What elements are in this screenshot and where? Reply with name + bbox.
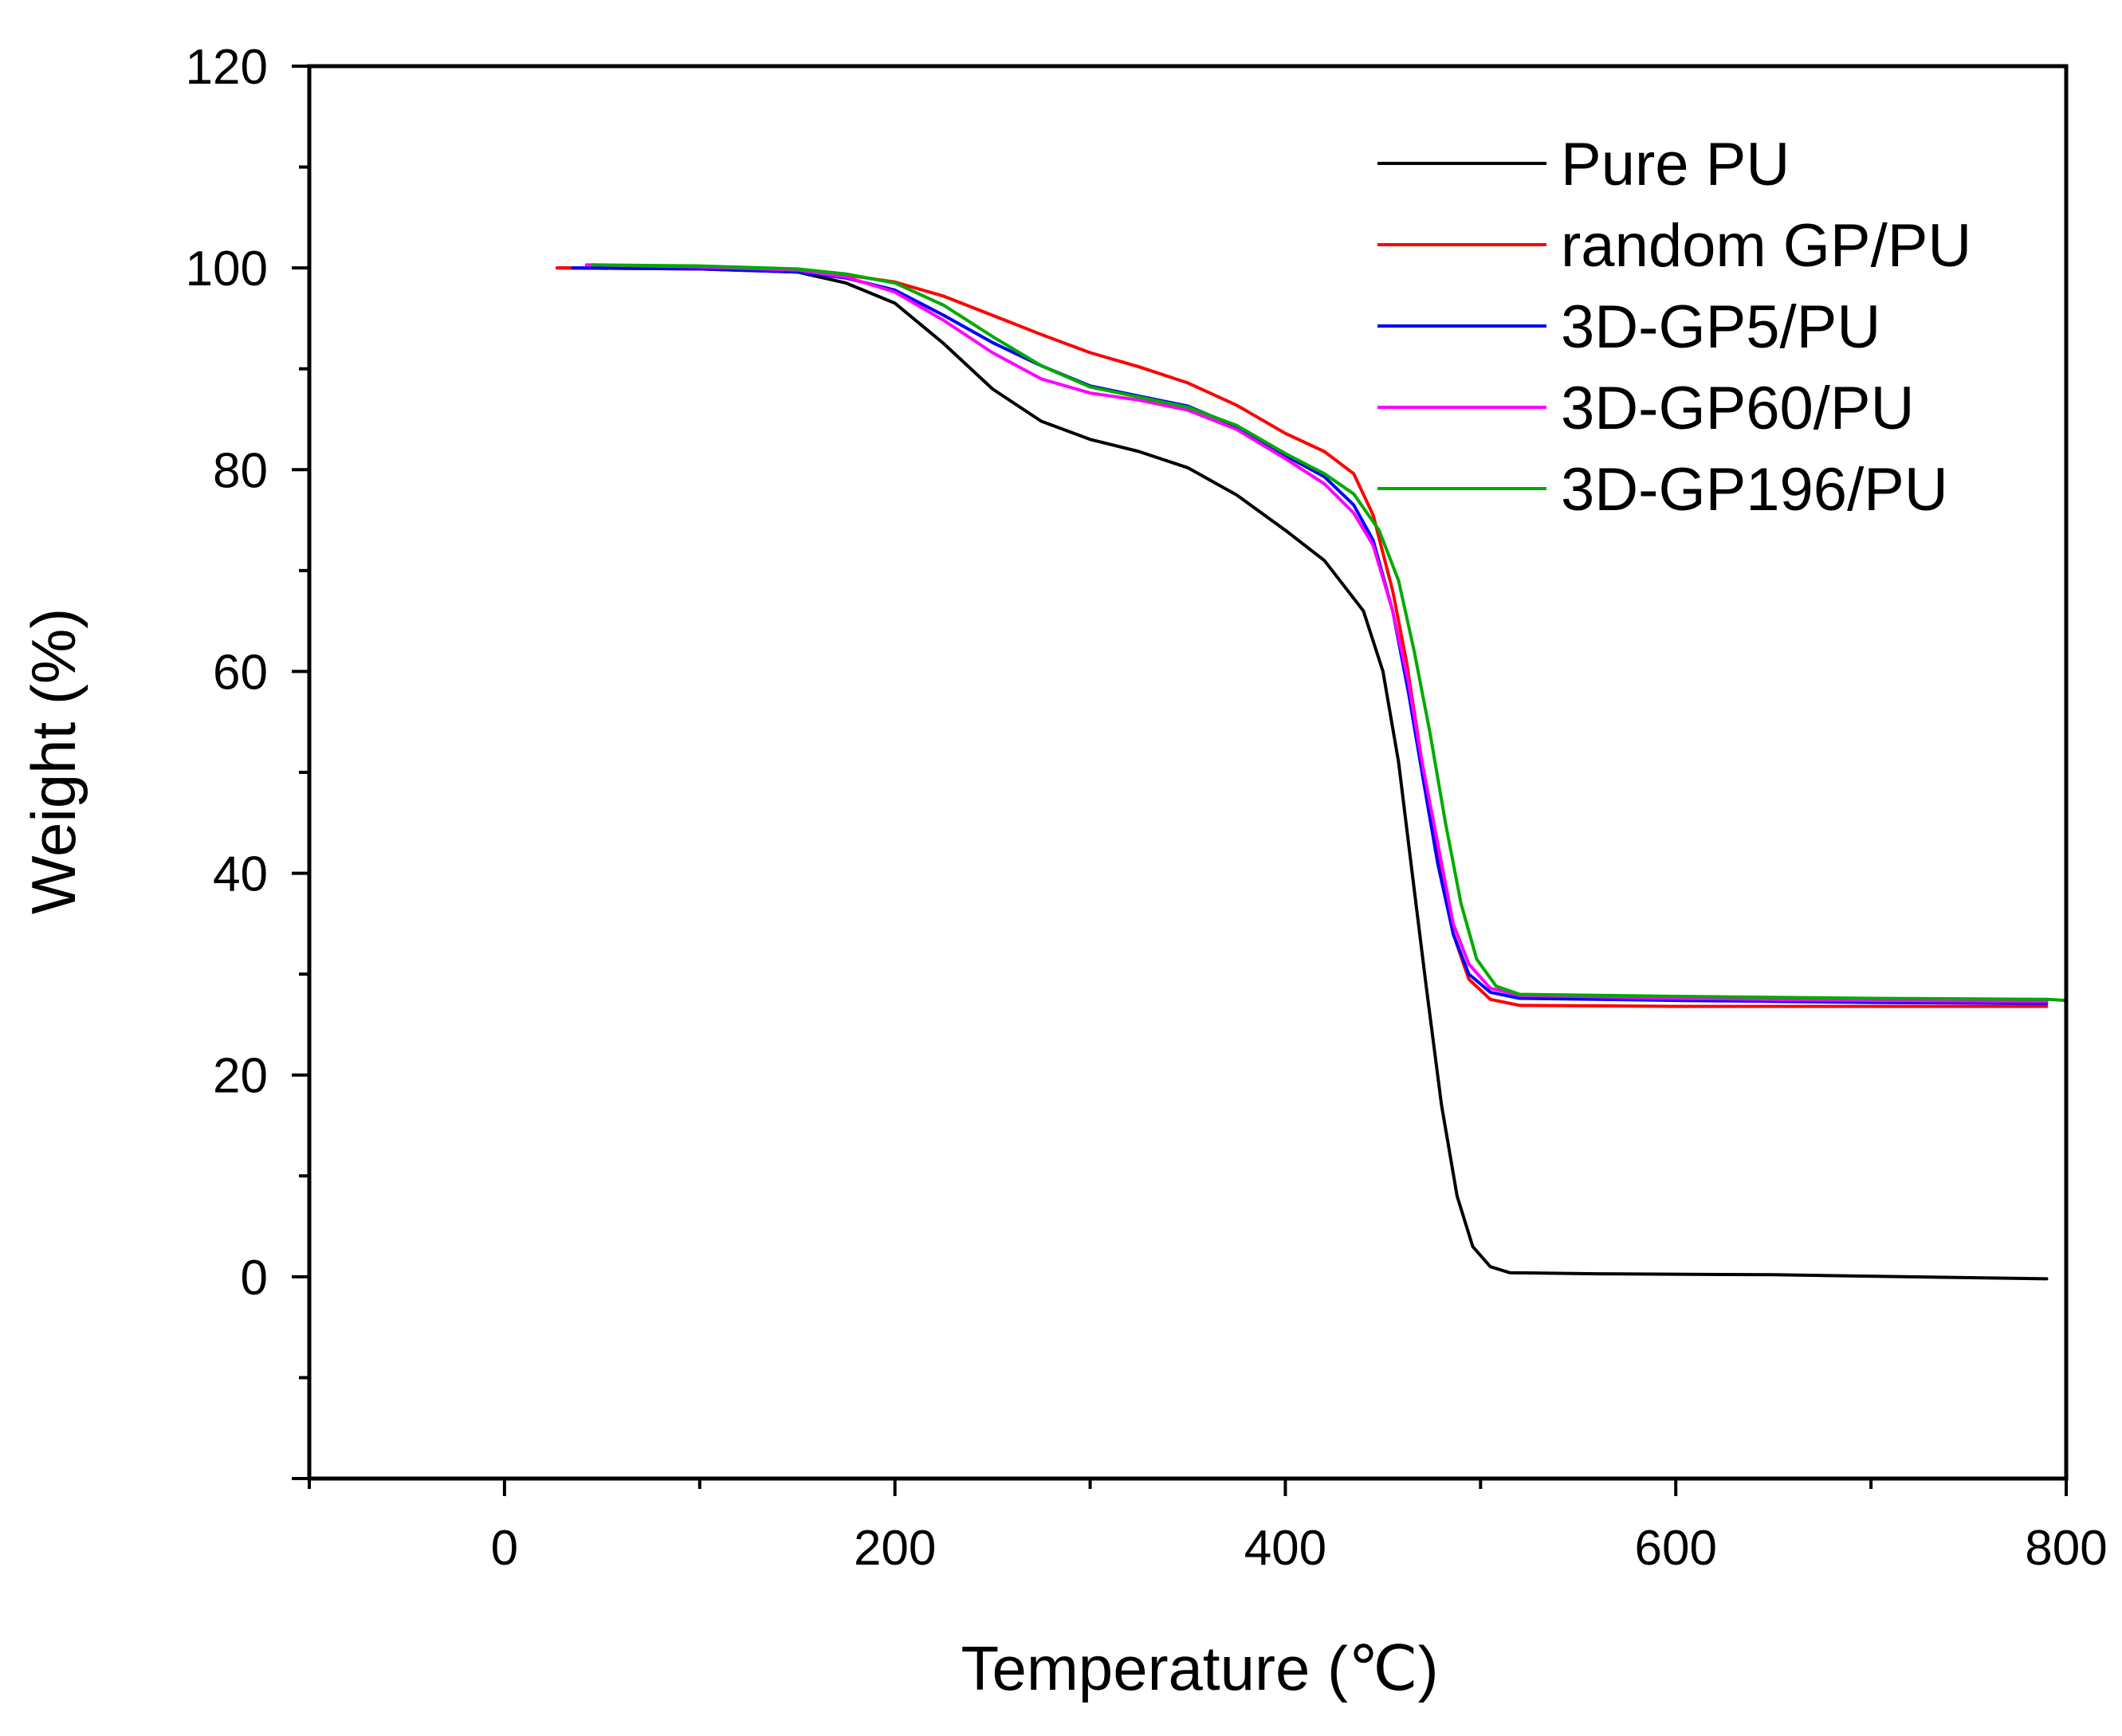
y-tick-label: 120 — [186, 40, 268, 95]
legend-label-3: 3D-GP5/PU — [1561, 293, 1880, 361]
legend-label-2: random GP/PU — [1561, 212, 1971, 280]
y-axis-title: Weight (%) — [18, 608, 88, 914]
x-tick-label: 400 — [1244, 1521, 1326, 1576]
y-tick-label: 80 — [213, 443, 268, 498]
series-line-1 — [556, 266, 2049, 1281]
legend-label-5: 3D-GP196/PU — [1561, 456, 1948, 524]
series-line-2 — [556, 266, 2049, 1008]
y-tick-label: 40 — [213, 847, 268, 902]
y-tick-label: 20 — [213, 1049, 268, 1104]
series-line-3 — [571, 266, 2049, 1005]
axis-layer: 0 200 400 600 800 0 20 40 60 80 100 120 — [186, 40, 2108, 1576]
series-line-5 — [591, 263, 2068, 1003]
legend-label-4: 3D-GP60/PU — [1561, 375, 1915, 442]
series-layer — [556, 263, 2068, 1281]
legend: Pure PU random GP/PU 3D-GP5/PU 3D-GP60/PU 3D… — [1377, 131, 1971, 524]
x-axis-title: Temperature (℃) — [961, 1633, 1438, 1703]
y-tick-label: 60 — [213, 645, 268, 700]
x-tick-label: 0 — [491, 1521, 518, 1576]
x-tick-label: 200 — [854, 1521, 936, 1576]
y-tick-label: 100 — [186, 242, 268, 297]
legend-label-1: Pure PU — [1561, 131, 1790, 198]
x-tick-label: 600 — [1634, 1521, 1716, 1576]
x-tick-label: 800 — [2025, 1521, 2107, 1576]
y-tick-label: 0 — [241, 1251, 268, 1306]
series-line-4 — [584, 263, 2049, 1004]
